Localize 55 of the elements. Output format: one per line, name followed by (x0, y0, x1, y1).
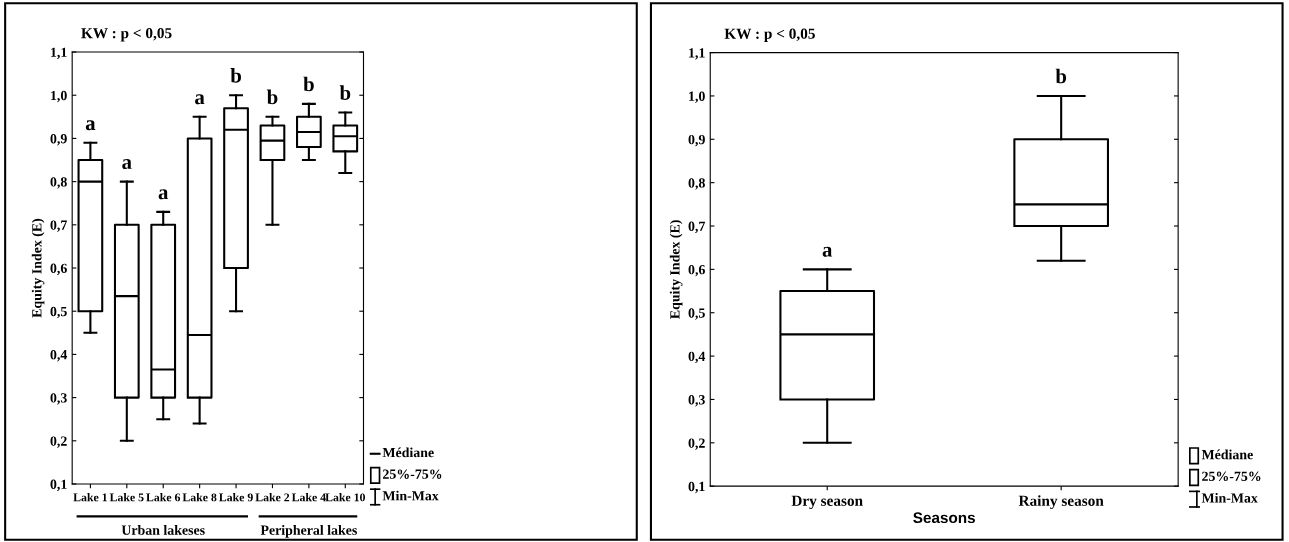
y-tick-label: 1,0 (51, 90, 67, 103)
x-tick-label: Lake 1 (73, 493, 107, 502)
x-tick-label: Lake 9 (219, 493, 253, 502)
x-tick-label: Lake 10 (325, 493, 366, 502)
y-tick-label: 0,6 (50, 263, 67, 275)
x-tick-label: Dry season (791, 495, 863, 510)
annotation: a (195, 94, 205, 105)
text: 25%-75% (1202, 471, 1261, 482)
y-tick-label: 1,0 (689, 91, 705, 103)
x-axis-title: Seasons (913, 512, 975, 524)
y-tick-label: 0,7 (50, 220, 67, 232)
y-tick-label: 0,4 (688, 351, 706, 364)
y-tick-label: 0,9 (50, 134, 67, 146)
y-axis-title: Equity Index (E) (669, 220, 683, 319)
y-tick-label: 0,3 (688, 395, 705, 407)
text: Médiane (382, 447, 434, 458)
y-tick-label: 0,9 (688, 134, 705, 147)
x-tick-label: Lake 8 (182, 493, 217, 502)
y-tick-label: 0,1 (50, 479, 67, 491)
annotation: b (303, 76, 314, 92)
y-tick-label: 0,3 (50, 393, 67, 405)
y-tick-label: 0,8 (688, 178, 705, 190)
y-tick-label: 0,2 (688, 438, 705, 450)
annotation: a (85, 120, 96, 131)
x-tick-label: Lake 6 (146, 493, 181, 502)
annotation: a (122, 159, 132, 170)
text: Min-Max (1201, 492, 1258, 503)
y-tick-label: 0,5 (688, 308, 705, 320)
text: Min-Max (382, 490, 439, 501)
y-tick-label: 0,4 (50, 350, 68, 362)
text: Urban lakeses (121, 525, 205, 535)
y-tick-label: 1,1 (689, 48, 705, 60)
text: Peripheral lakes (260, 525, 357, 538)
y-tick-label: 0,2 (50, 436, 67, 448)
chart-title: KW : p < 0,05 (81, 27, 172, 42)
x-tick-label: Lake 4 (291, 493, 326, 502)
chart-title: KW : p < 0,05 (724, 28, 815, 42)
y-tick-label: 0,8 (50, 177, 67, 189)
annotation: b (266, 89, 278, 105)
annotation: b (1055, 68, 1067, 84)
y-tick-label: 0,7 (688, 221, 706, 233)
y-tick-label: 1,1 (51, 47, 67, 59)
text: 25%-75% (383, 469, 442, 479)
annotation: b (230, 68, 241, 83)
text: Médiane (1201, 449, 1253, 460)
annotation: a (822, 246, 833, 257)
x-tick-label: Rainy season (1018, 495, 1104, 510)
y-tick-label: 0,5 (50, 306, 67, 319)
annotation: b (339, 85, 351, 100)
y-tick-label: 0,1 (688, 481, 705, 494)
y-tick-label: 0,6 (688, 264, 705, 277)
x-tick-label: Lake 5 (109, 493, 144, 502)
x-tick-label: Lake 2 (255, 493, 290, 502)
annotation: a (158, 189, 169, 200)
y-axis-title: Equity Index (E) (31, 218, 45, 318)
